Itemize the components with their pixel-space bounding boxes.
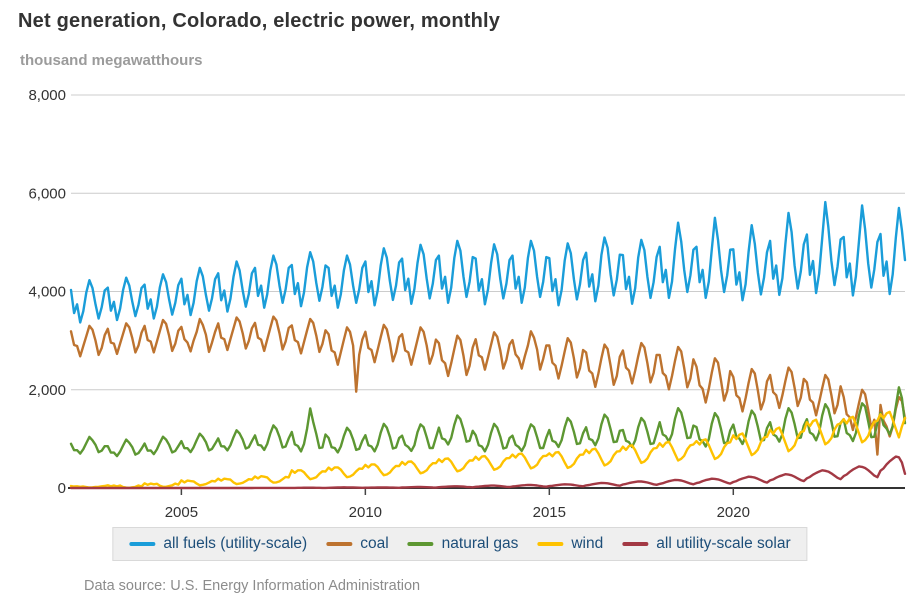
legend-line-icon-wind [537, 542, 564, 546]
legend-item-all-fuels-utility-scale[interactable]: all fuels (utility-scale) [129, 535, 307, 553]
page-title: Net generation, Colorado, electric power… [18, 10, 501, 32]
series-line-wind [69, 410, 907, 489]
x-tick-label: 2020 [717, 504, 750, 521]
series-line-all-fuels-utility-scale [69, 200, 907, 324]
series-line-natural-gas [69, 386, 907, 458]
x-tick-label: 2005 [165, 504, 198, 521]
y-tick-label: 8,000 [28, 87, 66, 104]
legend-line-icon-all-fuels-utility-scale [129, 542, 156, 546]
series-line-coal [69, 315, 907, 456]
legend-line-icon-natural-gas [407, 542, 434, 546]
legend-label: natural gas [441, 535, 519, 552]
chart-units-label: thousand megawatthours [20, 52, 203, 69]
x-tick-label: 2015 [533, 504, 566, 521]
legend-label: wind [571, 535, 604, 552]
chart-legend: all fuels (utility-scale) coal natural gas… [112, 527, 808, 561]
x-tick-label: 2010 [349, 504, 382, 521]
y-tick-label: 6,000 [28, 185, 66, 202]
legend-item-wind[interactable]: wind [537, 535, 603, 553]
legend-line-icon-all-utility-scale-solar [622, 542, 649, 546]
y-tick-label: 2,000 [28, 382, 66, 399]
line-chart-canvas: 8,000 6,000 4,000 2,000 0 2005 2010 2015 2020 [28, 87, 907, 521]
legend-label: coal [360, 535, 389, 552]
series-line-all-utility-scale-solar [69, 455, 907, 490]
legend-item-all-utility-scale-solar[interactable]: all utility-scale solar [622, 535, 791, 553]
legend-label: all fuels (utility-scale) [163, 535, 308, 552]
legend-item-coal[interactable]: coal [326, 535, 389, 553]
y-tick-label: 4,000 [28, 284, 66, 301]
data-source-note: Data source: U.S. Energy Information Adm… [84, 578, 421, 594]
legend-line-icon-coal [326, 542, 353, 546]
legend-label: all utility-scale solar [656, 535, 791, 552]
y-tick-label: 0 [58, 480, 66, 497]
legend-item-natural-gas[interactable]: natural gas [407, 535, 519, 553]
